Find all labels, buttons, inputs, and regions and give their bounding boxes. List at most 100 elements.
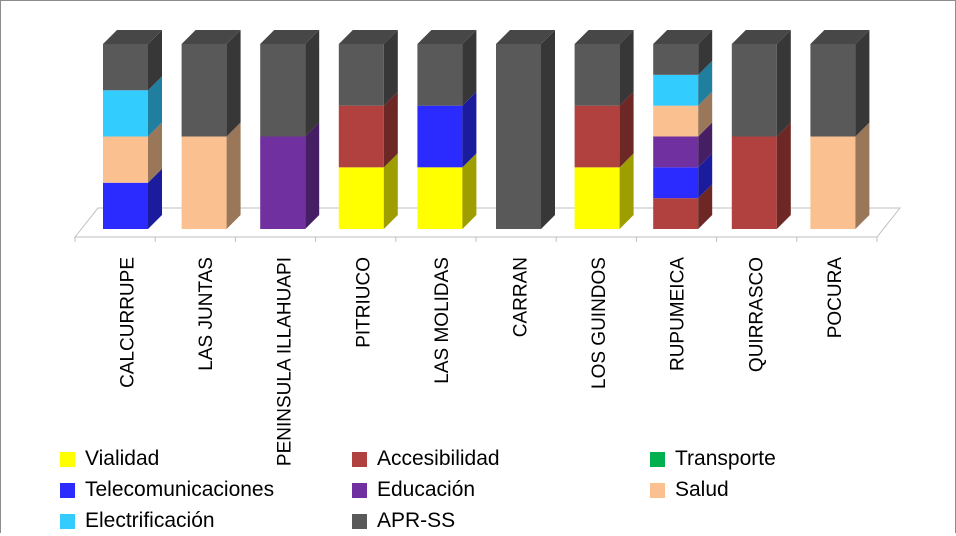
legend-label: Telecomunicaciones bbox=[85, 478, 275, 501]
bar-pocura-apr-ss-side bbox=[855, 30, 870, 137]
bar-peninsula-illahuapi-educacion bbox=[260, 136, 306, 229]
bar-peninsula-illahuapi-educacion-side bbox=[305, 122, 320, 229]
bar-rupumeica-electrificacion bbox=[653, 74, 699, 106]
bar-calcurrupe-telecomunicaciones bbox=[103, 182, 148, 229]
x-tick-label-las-molidas: LAS MOLIDAS bbox=[432, 257, 453, 384]
legend-label: Electrificación bbox=[85, 509, 215, 532]
legend-swatch bbox=[60, 482, 75, 498]
legend-swatch bbox=[60, 513, 75, 529]
bar-rupumeica-telecomunicaciones-side bbox=[698, 153, 713, 199]
x-tick-label-pocura: POCURA bbox=[825, 257, 846, 339]
x-tick-label-quirrasco: QUIRRASCO bbox=[746, 257, 767, 372]
bar-pitriuco-apr-ss bbox=[338, 44, 384, 106]
bar-calcurrupe-salud bbox=[103, 136, 148, 183]
bar-carran-apr-ss bbox=[496, 44, 541, 229]
bar-quirrasco-accesibilidad-side bbox=[776, 122, 791, 229]
bar-pocura-salud bbox=[810, 136, 856, 229]
bar-las-molidas-telecomunicaciones-side bbox=[462, 91, 477, 168]
legend-label: Educación bbox=[377, 478, 476, 501]
legend-item-vialidad: Vialidad bbox=[60, 444, 159, 474]
legend-label: APR-SS bbox=[377, 509, 456, 532]
bar-las-molidas-vialidad-side bbox=[462, 153, 477, 229]
legend-item-telecomunicaciones: Telecomunicaciones bbox=[60, 475, 274, 505]
legend-item-salud: Salud bbox=[650, 475, 729, 505]
bar-las-juntas-salud-side bbox=[226, 122, 241, 229]
x-tick-label-las-juntas: LAS JUNTAS bbox=[196, 257, 217, 371]
legend-swatch bbox=[650, 482, 665, 498]
bar-quirrasco-apr-ss-side bbox=[776, 30, 791, 137]
bar-las-molidas-apr-ss bbox=[417, 44, 463, 106]
bar-los-guindos-accesibilidad-side bbox=[619, 91, 634, 168]
bar-calcurrupe-apr-ss-side bbox=[148, 30, 162, 91]
bar-pitriuco-accesibilidad-side bbox=[383, 91, 398, 168]
bar-top-carran bbox=[496, 30, 555, 44]
bar-rupumeica-electrificacion-side bbox=[698, 60, 713, 106]
bar-top-calcurrupe bbox=[103, 30, 162, 44]
bar-calcurrupe-salud-side bbox=[148, 122, 162, 183]
bar-top-las-molidas bbox=[417, 30, 477, 44]
legend-item-accesibilidad: Accesibilidad bbox=[352, 444, 500, 474]
bar-las-juntas-apr-ss-side bbox=[226, 30, 241, 137]
legend-item-electrificacion: Electrificación bbox=[60, 506, 215, 536]
x-tick-label-calcurrupe: CALCURRUPE bbox=[118, 257, 139, 388]
legend-label: Salud bbox=[675, 478, 729, 501]
bar-rupumeica-salud bbox=[653, 105, 699, 137]
bar-calcurrupe-electrificacion-side bbox=[148, 76, 162, 137]
bar-rupumeica-apr-ss bbox=[653, 44, 699, 75]
bar-peninsula-illahuapi-apr-ss bbox=[260, 44, 306, 137]
bar-pocura-salud-side bbox=[855, 122, 870, 229]
legend-label: Accesibilidad bbox=[377, 447, 500, 470]
bar-pitriuco-apr-ss-side bbox=[383, 30, 398, 106]
legend-swatch bbox=[60, 451, 75, 467]
legend-item-educacion: Educación bbox=[352, 475, 475, 505]
bar-quirrasco-accesibilidad bbox=[731, 136, 777, 229]
bar-rupumeica-accesibilidad bbox=[653, 198, 699, 229]
bar-los-guindos-apr-ss bbox=[574, 44, 620, 106]
bar-calcurrupe-electrificacion bbox=[103, 90, 148, 137]
legend-label: Vialidad bbox=[85, 447, 160, 470]
bar-rupumeica-accesibilidad-side bbox=[698, 184, 713, 229]
bar-rupumeica-apr-ss-side bbox=[698, 30, 713, 75]
bar-top-quirrasco bbox=[731, 30, 791, 44]
x-tick-label-peninsula-illahuapi: PENINSULA ILLAHUAPI bbox=[275, 257, 296, 466]
x-tick-label-rupumeica: RUPUMEICA bbox=[668, 257, 689, 371]
bar-rupumeica-educacion-side bbox=[698, 122, 713, 168]
bar-top-los-guindos bbox=[574, 30, 634, 44]
bar-las-molidas-telecomunicaciones bbox=[417, 105, 463, 168]
bar-pitriuco-vialidad bbox=[338, 167, 384, 229]
legend-swatch bbox=[352, 513, 367, 529]
bar-pitriuco-vialidad-side bbox=[383, 153, 398, 229]
bar-top-peninsula-illahuapi bbox=[260, 30, 320, 44]
bar-rupumeica-salud-side bbox=[698, 91, 713, 137]
bar-rupumeica-telecomunicaciones bbox=[653, 167, 699, 199]
bar-los-guindos-apr-ss-side bbox=[619, 30, 634, 106]
bar-rupumeica-educacion bbox=[653, 136, 699, 168]
legend-swatch bbox=[650, 451, 665, 467]
legend-item-transporte: Transporte bbox=[650, 444, 776, 474]
bar-top-rupumeica bbox=[653, 30, 713, 44]
bar-top-pocura bbox=[810, 30, 870, 44]
legend-swatch bbox=[352, 482, 367, 498]
bar-quirrasco-apr-ss bbox=[731, 44, 777, 137]
bar-top-las-juntas bbox=[181, 30, 241, 44]
bar-top-pitriuco bbox=[338, 30, 398, 44]
legend-item-apr-ss: APR-SS bbox=[352, 506, 455, 536]
bar-los-guindos-vialidad bbox=[574, 167, 620, 229]
bar-carran-apr-ss-side bbox=[541, 30, 555, 229]
legend-label: Transporte bbox=[675, 447, 776, 470]
bar-calcurrupe-apr-ss bbox=[103, 44, 148, 91]
bar-las-juntas-salud bbox=[181, 136, 227, 229]
bar-las-molidas-vialidad bbox=[417, 167, 463, 229]
x-tick-label-los-guindos: LOS GUINDOS bbox=[589, 257, 610, 389]
bar-las-molidas-apr-ss-side bbox=[462, 30, 477, 106]
x-tick-label-carran: CARRAN bbox=[511, 257, 532, 337]
bar-pocura-apr-ss bbox=[810, 44, 856, 137]
bar-peninsula-illahuapi-apr-ss-side bbox=[305, 30, 320, 137]
bar-los-guindos-vialidad-side bbox=[619, 153, 634, 229]
x-tick-label-pitriuco: PITRIUCO bbox=[353, 257, 374, 348]
bar-las-juntas-apr-ss bbox=[181, 44, 227, 137]
bar-los-guindos-accesibilidad bbox=[574, 105, 620, 168]
bar-pitriuco-accesibilidad bbox=[338, 105, 384, 168]
